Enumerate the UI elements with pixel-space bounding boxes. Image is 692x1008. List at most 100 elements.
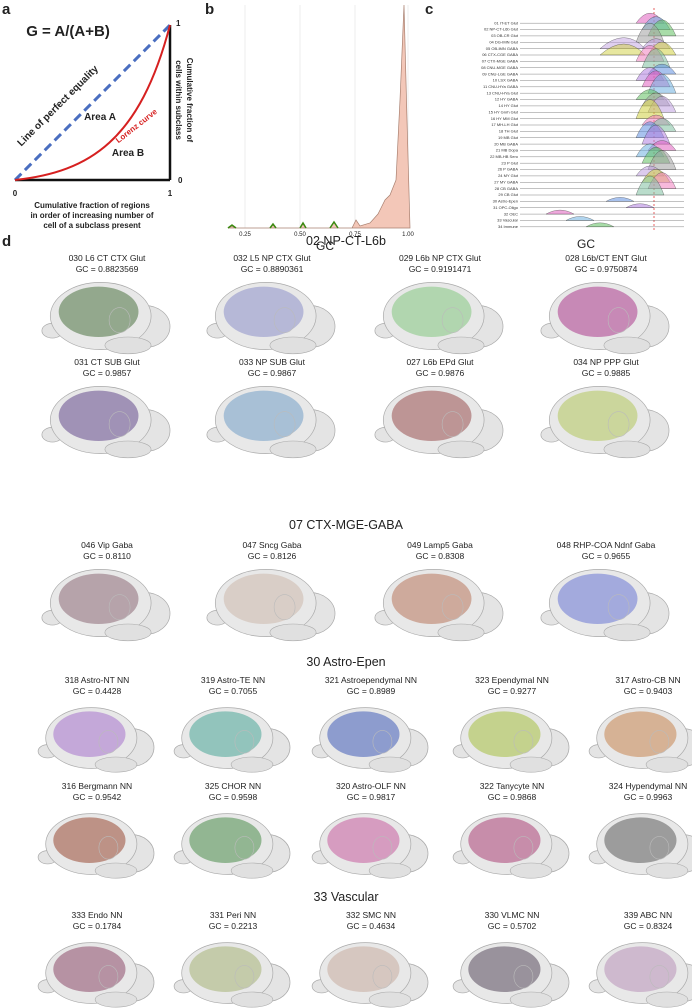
category-label: 29 CB Glut: [498, 192, 518, 197]
panel-a: a G = A/(A+B) Line of perfect equality A…: [2, 1, 194, 230]
gini-value: GC = 0.9403: [624, 686, 673, 696]
brain: [374, 386, 504, 459]
hippocampus: [649, 965, 670, 989]
ridge: [565, 216, 595, 221]
brain: [374, 569, 504, 642]
brain-cortex: [319, 707, 412, 769]
brain-stem: [269, 440, 317, 459]
panel-label: d: [2, 233, 11, 250]
gini-value: GC = 0.9963: [624, 792, 673, 802]
brain-cortex: [319, 813, 412, 875]
cell-type-name: 331 Peri NN: [210, 910, 256, 920]
cell-distribution: [391, 390, 472, 441]
hippocampus: [607, 594, 630, 621]
cell-type-name: 320 Astro-OLF NN: [336, 781, 406, 791]
cell-type-name: 031 CT SUB Glut: [74, 357, 140, 367]
hippocampus: [234, 965, 255, 989]
lorenz-curve: [14, 24, 171, 181]
cell-type-name: 322 Tanycyte NN: [480, 781, 545, 791]
category-label: 24 MY Glut: [498, 173, 519, 178]
hippocampus: [649, 836, 670, 860]
category-label: 05 OB-IMN GABA: [486, 46, 519, 51]
cell-distribution: [327, 817, 400, 863]
category-label: 34 Immune: [498, 224, 519, 229]
cell-distribution: [604, 711, 677, 757]
x-tick: 0.50: [294, 232, 306, 238]
brain-stem: [94, 991, 138, 1008]
brain: [452, 942, 570, 1008]
category-label: 03 OB-CR Glut: [491, 33, 519, 38]
category-label: 15 HY Gnrh Glut: [489, 109, 519, 114]
cell-type-name: 030 L6 CT CTX Glut: [69, 253, 146, 263]
brain-stem: [509, 756, 553, 773]
cell-type-name: 317 Astro-CB NN: [615, 675, 680, 685]
cell-distribution: [53, 946, 126, 992]
area-a: Area A: [84, 112, 116, 123]
cell-distribution: [327, 946, 400, 992]
hippocampus: [513, 730, 534, 754]
ridge: [585, 222, 615, 227]
hippocampus: [98, 730, 119, 754]
gini-value: GC = 0.9655: [582, 551, 631, 561]
brain: [540, 386, 670, 459]
y-tick: 1: [176, 19, 181, 28]
category-label: 11 CNU-HYa GABA: [483, 84, 518, 89]
brain-cortex: [214, 282, 317, 350]
cell-type-name: 029 L6b NP CTX Glut: [399, 253, 482, 263]
cell-distribution: [223, 390, 304, 441]
cell-type-name: 324 Hypendymal NN: [609, 781, 687, 791]
cell-type-name: 332 SMC NN: [346, 910, 396, 920]
brain-cortex: [382, 569, 485, 637]
ridge: [625, 203, 655, 208]
brain-cortex: [181, 707, 274, 769]
brain-cortex: [460, 813, 553, 875]
gini-value: GC = 0.9868: [488, 792, 537, 802]
hippocampus: [513, 836, 534, 860]
brain-stem: [603, 623, 651, 642]
gini-value: GC = 0.4428: [73, 686, 122, 696]
brain-cortex: [596, 707, 689, 769]
cell-distribution: [223, 286, 304, 337]
curve-label: Lorenz curve: [114, 107, 159, 145]
brain: [37, 942, 155, 1008]
gini-value: GC = 0.8823569: [76, 264, 139, 274]
cell-distribution: [604, 817, 677, 863]
brain-cortex: [45, 813, 138, 875]
category-label: 16 HY MM Glut: [491, 116, 519, 121]
cell-distribution: [58, 390, 139, 441]
x-tick: 1.00: [402, 232, 414, 238]
x-tick: 0: [13, 189, 18, 198]
gini-value: GC = 0.9867: [248, 368, 297, 378]
category-label: 04 DG-IMN Glut: [489, 39, 519, 44]
brain-cortex: [382, 282, 485, 350]
cell-type-name: 325 CHOR NN: [205, 781, 261, 791]
gini-value: GC = 0.9191471: [409, 264, 472, 274]
panel-label: a: [2, 1, 11, 18]
hippocampus: [108, 307, 131, 334]
cell-type-name: 339 ABC NN: [624, 910, 672, 920]
ridge: [605, 197, 635, 202]
brain: [41, 282, 171, 355]
hippocampus: [441, 307, 464, 334]
cell-type-name: 333 Endo NN: [71, 910, 122, 920]
category-label: 14 HY Glut: [499, 103, 519, 108]
brain: [173, 707, 291, 773]
panel-b: b 0.25 0.50 0.75 1.00 GC: [205, 1, 414, 253]
brain: [311, 707, 429, 773]
cell-type-name: 319 Astro-TE NN: [201, 675, 265, 685]
y-tick: 0: [178, 176, 183, 185]
brain: [311, 813, 429, 879]
brain: [588, 707, 692, 773]
brain: [173, 813, 291, 879]
ridge: [635, 175, 665, 196]
brain: [37, 813, 155, 879]
brain-stem: [645, 991, 689, 1008]
cell-distribution: [391, 573, 472, 624]
x-tick: 0.75: [349, 232, 361, 238]
density: [227, 4, 411, 229]
gini-value: GC = 0.1784: [73, 921, 122, 931]
cell-distribution: [53, 817, 126, 863]
